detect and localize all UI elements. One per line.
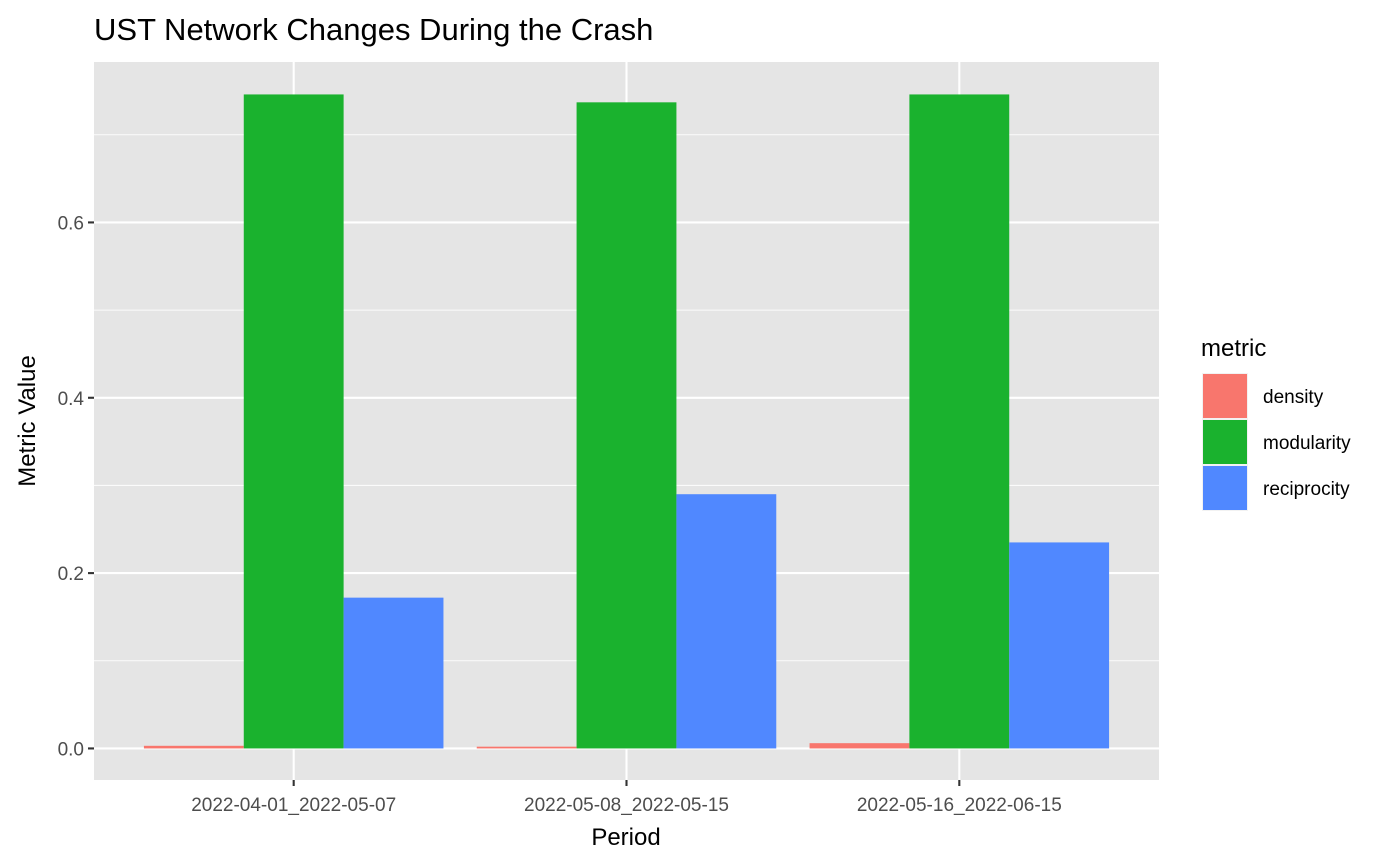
y-tick-label: 0.0 xyxy=(58,739,84,760)
x-tick-label: 2022-04-01_2022-05-07 xyxy=(191,795,396,816)
y-tick-label: 0.2 xyxy=(58,564,84,585)
legend-title: metric xyxy=(1201,335,1266,362)
legend-label-modularity: modularity xyxy=(1263,433,1351,454)
chart-title: UST Network Changes During the Crash xyxy=(94,12,653,47)
legend-key-reciprocity xyxy=(1203,466,1247,510)
legend-label-density: density xyxy=(1263,387,1324,408)
legend-key-density xyxy=(1203,374,1247,418)
bar-modularity xyxy=(243,94,344,749)
bar-density xyxy=(143,745,244,749)
x-tick-label: 2022-05-08_2022-05-15 xyxy=(524,795,729,816)
legend-label-reciprocity: reciprocity xyxy=(1263,479,1350,500)
bar-reciprocity xyxy=(1009,542,1110,749)
legend: metric density modularity reciprocity xyxy=(1201,335,1351,511)
bar-reciprocity xyxy=(676,494,777,749)
bar-modularity xyxy=(909,94,1010,749)
x-tick-label: 2022-05-16_2022-06-15 xyxy=(857,795,1062,816)
legend-key-modularity xyxy=(1203,420,1247,464)
bar-density xyxy=(476,746,577,749)
bar-density xyxy=(809,743,910,749)
bar-modularity xyxy=(576,102,677,749)
x-axis: 2022-04-01_2022-05-07 2022-05-08_2022-05-… xyxy=(191,780,1062,816)
y-axis: 0.0 0.2 0.4 0.6 xyxy=(58,213,94,760)
y-tick-label: 0.4 xyxy=(58,389,85,410)
x-axis-title: Period xyxy=(591,824,660,851)
bar-reciprocity xyxy=(343,597,444,749)
y-tick-label: 0.6 xyxy=(58,213,84,234)
y-axis-title: Metric Value xyxy=(14,355,41,487)
bars xyxy=(143,94,1110,749)
